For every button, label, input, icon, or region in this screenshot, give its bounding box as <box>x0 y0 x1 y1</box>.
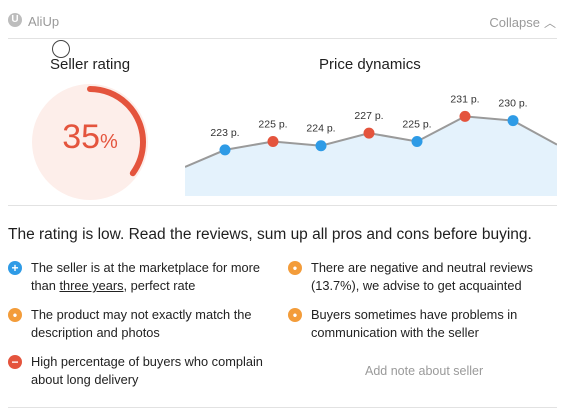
add-note-button[interactable]: Add note about seller <box>365 364 484 378</box>
price-point-1 <box>219 144 231 156</box>
divider-bottom <box>8 407 557 408</box>
note-text: There are negative and neutral reviews (… <box>311 260 533 293</box>
minus-circle-icon: − <box>8 355 22 369</box>
radio-indicator[interactable] <box>52 40 70 58</box>
price-dynamics-chart: 223 p. 225 p. 224 p. 227 p. 225 p. 231 p. 230 … <box>185 93 557 196</box>
seller-rating-value: 35% <box>32 118 148 157</box>
price-point-2 <box>267 136 279 148</box>
price-label-2: 225 p. <box>258 119 287 131</box>
note-text-end: , perfect rate <box>123 278 196 293</box>
note-seller-tenure: + The seller is at the marketplace for m… <box>8 259 283 295</box>
price-dynamics-title: Price dynamics <box>319 56 421 73</box>
gauge-background <box>32 84 148 200</box>
note-negative-reviews: • There are negative and neutral reviews… <box>288 259 553 295</box>
aliup-logo-icon: U <box>8 13 22 27</box>
warning-circle-icon: • <box>8 308 22 322</box>
collapse-button[interactable]: Collapse ︿ <box>489 14 556 31</box>
price-label-5: 225 p. <box>402 119 431 131</box>
note-communication: • Buyers sometimes have problems in comm… <box>288 306 553 342</box>
brand-name: AliUp <box>28 14 60 29</box>
note-long-delivery: − High percentage of buyers who complain… <box>8 353 278 389</box>
price-point-7 <box>507 115 519 127</box>
price-label-4: 227 p. <box>354 110 383 122</box>
note-text: The seller is at the marketplace for mor… <box>31 260 261 293</box>
price-point-4 <box>363 127 375 139</box>
warning-circle-icon: • <box>288 308 302 322</box>
chevron-up-icon: ︿ <box>543 16 556 30</box>
note-text: Buyers sometimes have problems in commun… <box>311 307 518 340</box>
price-label-7: 230 p. <box>498 98 527 110</box>
divider-top <box>8 38 557 39</box>
plus-circle-icon: + <box>8 261 22 275</box>
warning-circle-icon: • <box>288 261 302 275</box>
note-text: High percentage of buyers who complain a… <box>31 354 263 387</box>
price-point-6 <box>459 110 471 122</box>
rating-suffix: % <box>100 131 118 153</box>
price-label-3: 224 p. <box>306 123 335 135</box>
divider-middle <box>8 205 557 206</box>
extension-header: U AliUp Collapse ︿ <box>8 10 558 38</box>
price-area-fill <box>185 116 557 196</box>
rating-verdict: The rating is low. Read the reviews, sum… <box>8 226 532 243</box>
price-label-1: 223 p. <box>210 127 239 139</box>
rating-number: 35 <box>62 118 101 156</box>
note-product-mismatch: • The product may not exactly match the … <box>8 306 273 342</box>
note-text: The product may not exactly match the de… <box>31 307 252 340</box>
collapse-label: Collapse <box>489 15 540 30</box>
price-point-3 <box>315 140 327 152</box>
seller-rating-gauge <box>32 84 148 200</box>
price-label-6: 231 p. <box>450 93 479 105</box>
gauge-arc <box>34 86 146 198</box>
three-years-link[interactable]: three years <box>59 278 124 293</box>
price-point-5 <box>411 136 423 148</box>
seller-rating-title: Seller rating <box>50 56 131 73</box>
